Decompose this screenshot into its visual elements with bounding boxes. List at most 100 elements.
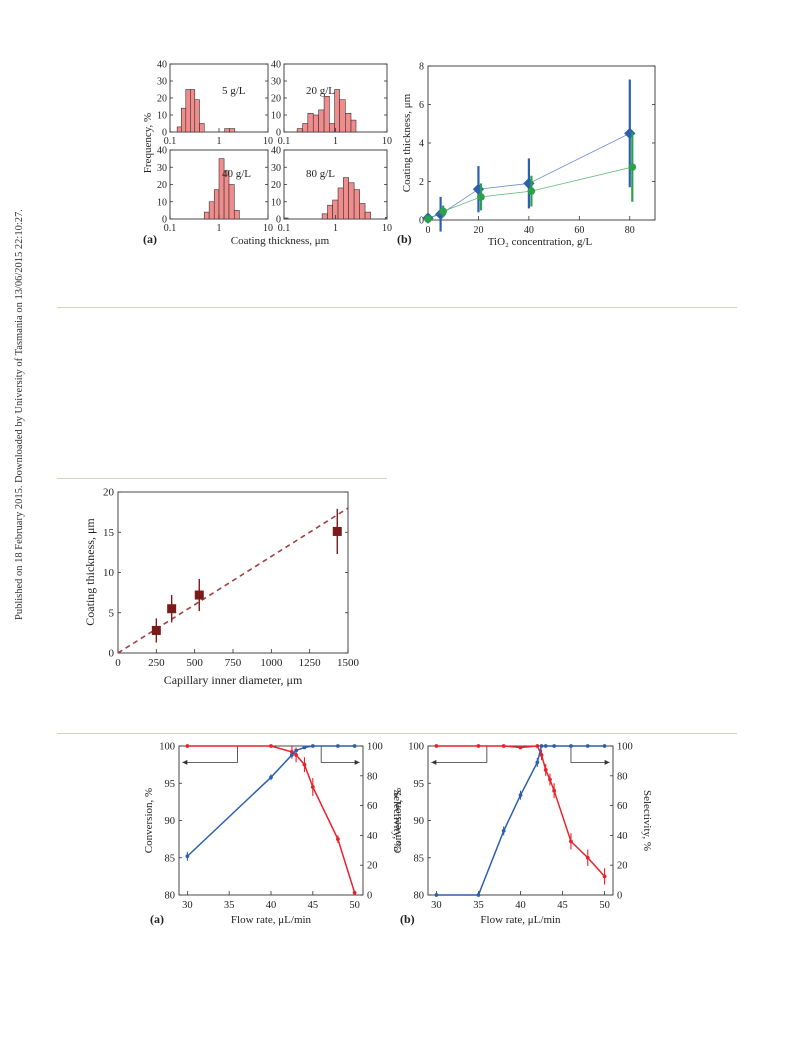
- x-axis-label: Flow rate, μL/min: [480, 914, 561, 926]
- data-point: [477, 193, 485, 201]
- histogram-bar: [302, 123, 309, 133]
- tick-label: 40: [157, 60, 167, 71]
- histogram-bar: [350, 119, 357, 133]
- tick-label: 1250: [299, 657, 322, 669]
- arrow-head: [354, 759, 360, 765]
- tick-label: 100: [367, 742, 383, 753]
- data-point: [332, 526, 342, 536]
- data-point: [539, 753, 544, 757]
- data-point: [310, 744, 315, 748]
- histogram-bar: [307, 113, 314, 133]
- tick-label: 0: [617, 891, 622, 902]
- tick-label: 45: [308, 900, 319, 911]
- data-point: [290, 753, 294, 757]
- tick-label: 10: [157, 111, 167, 122]
- data-point: [569, 839, 573, 844]
- histogram-bar: [194, 99, 200, 133]
- y-axis-label: Coating thickness, μm: [83, 518, 97, 626]
- histogram-bar: [343, 177, 349, 220]
- histogram-bar: [229, 128, 236, 133]
- tick-label: 80: [625, 225, 635, 236]
- data-point: [472, 183, 485, 195]
- histogram-bar: [339, 99, 346, 133]
- plot-frame: [427, 745, 614, 896]
- data-point: [535, 760, 540, 765]
- tick-label: 1500: [337, 657, 360, 669]
- y-axis-label-left: Conversion, %: [392, 788, 404, 853]
- histogram-bar: [224, 128, 230, 133]
- data-point: [539, 744, 544, 748]
- tick-label: 10: [263, 223, 273, 234]
- histogram-bar: [337, 187, 344, 220]
- tick-label: 30: [271, 163, 281, 174]
- data-point: [501, 829, 506, 833]
- histogram-bar: [327, 204, 333, 220]
- tick-label: 10: [157, 197, 167, 208]
- data-point: [269, 744, 273, 748]
- y-axis-label-right: Selectivity, %: [641, 790, 653, 851]
- data-point: [434, 893, 439, 897]
- data-point: [310, 785, 315, 789]
- histogram-bar: [190, 89, 196, 133]
- data-point: [523, 177, 535, 190]
- separator-rule: [57, 733, 737, 734]
- tick-label: 5: [109, 607, 115, 619]
- tick-label: 0.1: [164, 136, 177, 147]
- y-axis-label-right: Selectivity, %: [391, 790, 403, 851]
- data-point: [628, 163, 637, 171]
- subplot-label: 40 g/L: [222, 168, 251, 180]
- tick-label: 20: [367, 861, 378, 872]
- tick-label: 250: [148, 657, 165, 669]
- tick-label: 50: [599, 900, 610, 911]
- series-line: [187, 745, 356, 893]
- data-point: [501, 744, 506, 748]
- data-point: [185, 744, 190, 748]
- tick-label: 35: [473, 900, 484, 911]
- tick-label: 30: [157, 77, 167, 88]
- tick-label: 85: [414, 853, 425, 864]
- axis-indicator-right: [320, 746, 360, 763]
- tick-label: 80: [165, 891, 176, 902]
- data-point: [352, 744, 357, 748]
- histogram-bar: [199, 123, 205, 133]
- tick-label: 20: [157, 94, 167, 105]
- data-point: [294, 753, 298, 757]
- tick-label: 40: [157, 146, 167, 157]
- data-point: [476, 893, 481, 897]
- tick-label: 0: [276, 215, 281, 226]
- data-point: [269, 775, 273, 780]
- tick-label: 40: [266, 900, 277, 911]
- histogram-bar: [364, 211, 371, 220]
- data-point: [552, 744, 557, 748]
- tick-label: 30: [157, 163, 167, 174]
- histogram-bar: [213, 189, 220, 220]
- tick-label: 45: [557, 900, 568, 911]
- tick-label: 80: [414, 891, 425, 902]
- series-line: [186, 745, 355, 857]
- tick-label: 20: [271, 94, 281, 105]
- histogram-bar: [359, 203, 366, 220]
- tick-label: 10: [271, 111, 281, 122]
- plot-frame: [178, 745, 364, 896]
- data-point: [518, 793, 523, 798]
- tick-label: 0: [115, 657, 121, 669]
- tick-label: 1: [217, 136, 222, 147]
- tick-label: 90: [165, 816, 176, 827]
- data-point: [476, 744, 481, 748]
- data-point: [294, 748, 298, 753]
- x-axis-label: Flow rate, μL/min: [231, 914, 312, 926]
- axis-indicator-right: [570, 746, 610, 763]
- tick-label: 35: [224, 900, 235, 911]
- data-point: [302, 762, 307, 767]
- data-point: [602, 744, 607, 748]
- panel-label: (b): [400, 912, 415, 926]
- histogram-bar: [348, 182, 355, 220]
- y-axis-label-left: Conversion, %: [143, 788, 155, 853]
- histogram-bar: [312, 114, 319, 133]
- x-axis-label: Capillary inner diameter, μm: [164, 673, 303, 687]
- histogram-bar: [334, 89, 340, 133]
- histogram-bar: [176, 126, 182, 133]
- tick-label: 4: [419, 139, 424, 150]
- tick-label: 1: [333, 223, 338, 234]
